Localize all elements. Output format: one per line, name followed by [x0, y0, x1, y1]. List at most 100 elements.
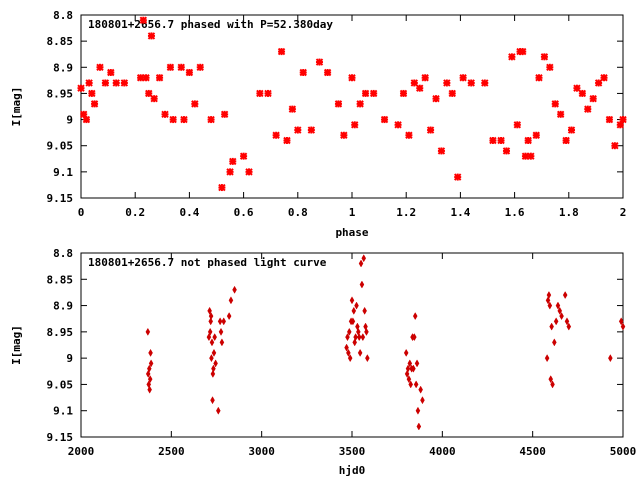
phased-data-point [340, 131, 348, 139]
unphased-data-point [226, 312, 232, 321]
phased-data-point [513, 121, 522, 129]
unphased-data-point [555, 301, 561, 310]
phased-data-point [508, 53, 516, 61]
phased-data-point [394, 121, 402, 129]
phased-data-point [169, 115, 177, 124]
phased-x-axis-label: phase [335, 226, 368, 239]
unphased-data-point [353, 333, 358, 342]
unphased-data-point [207, 327, 213, 336]
phased-x-tick-label: 0.6 [234, 206, 254, 219]
phased-data-point [196, 63, 204, 71]
unphased-data-point [418, 385, 423, 394]
unphased-data-point [208, 312, 214, 321]
phased-data-point [82, 115, 91, 124]
unphased-data-point [566, 322, 572, 331]
phased-y-tick-label: 8.9 [53, 61, 73, 74]
phased-data-point [489, 136, 497, 145]
unphased-data-point [549, 322, 554, 331]
unphased-data-point [211, 348, 217, 357]
unphased-data-point [352, 338, 357, 347]
unphased-data-point [562, 291, 568, 300]
unphased-data-point [406, 375, 412, 384]
unphased-data-point [359, 280, 365, 289]
phased-data-point [334, 100, 343, 108]
phased-data-point [399, 89, 408, 98]
phased-data-point [185, 68, 194, 77]
unphased-data-point [347, 354, 353, 363]
phased-data-point [619, 115, 627, 124]
phased-x-tick-label: 1.6 [505, 206, 525, 219]
unphased-y-tick-label: 8.8 [53, 247, 73, 260]
unphased-x-tick-label: 3000 [248, 445, 275, 458]
phased-y-tick-label: 9.1 [53, 166, 73, 179]
phased-data-point [361, 89, 370, 98]
unphased-data-point [411, 364, 416, 373]
unphased-data-point [351, 306, 357, 315]
phased-data-point [229, 157, 237, 166]
unphased-data-point [349, 296, 355, 305]
phased-data-point [145, 89, 153, 98]
unphased-data-point [216, 406, 221, 415]
unphased-x-tick-label: 3500 [339, 445, 366, 458]
phased-data-point [256, 89, 264, 98]
unphased-data-point [550, 380, 555, 389]
unphased-data-point [354, 301, 359, 310]
unphased-data-point [209, 338, 215, 347]
unphased-data-point [408, 380, 414, 389]
unphased-data-point [148, 348, 153, 357]
phased-data-point [497, 136, 505, 145]
phased-data-point [112, 79, 120, 87]
unphased-data-point [213, 359, 218, 368]
unphased-data-point [207, 306, 212, 315]
phased-data-point [532, 131, 540, 139]
phased-data-point [605, 115, 614, 124]
unphased-data-point [209, 354, 214, 363]
unphased-data-point [211, 364, 216, 373]
unphased-data-point [344, 343, 349, 352]
unphased-plot-frame [80, 252, 624, 438]
phased-x-tick-label: 0.8 [288, 206, 308, 219]
phased-data-point [594, 79, 603, 87]
phased-x-tick-label: 1.2 [396, 206, 416, 219]
phased-data-point [527, 152, 535, 160]
unphased-data-point [147, 385, 152, 394]
phased-y-tick-label: 9.05 [47, 140, 74, 153]
unphased-data-point [416, 422, 422, 431]
unphased-y-tick-label: 8.95 [47, 326, 74, 339]
phased-data-point [584, 105, 592, 113]
phased-x-tick-label: 0.4 [179, 206, 199, 219]
phased-data-point [150, 94, 158, 103]
unphased-data-point [364, 327, 369, 336]
unphased-data-point [217, 317, 223, 326]
phased-data-point [264, 89, 272, 98]
unphased-x-axis-label: hjd0 [339, 464, 366, 477]
phased-data-point [180, 115, 188, 124]
unphased-data-point [407, 359, 413, 368]
phased-data-point [540, 53, 549, 61]
phased-data-point [369, 89, 378, 98]
unphased-data-point [618, 317, 624, 326]
phased-data-point [467, 79, 475, 87]
unphased-y-tick-label: 9.05 [47, 378, 74, 391]
phased-data-point [546, 63, 554, 71]
unphased-y-tick-label: 8.85 [47, 273, 74, 286]
phased-x-tick-label: 0.2 [125, 206, 145, 219]
unphased-data-point [210, 369, 216, 378]
phased-data-point [307, 126, 316, 134]
phased-data-point [207, 115, 215, 124]
unphased-data-point [553, 317, 559, 326]
phased-y-tick-label: 8.95 [47, 87, 74, 100]
unphased-data-point [544, 354, 550, 363]
phased-y-tick-label: 8.8 [53, 9, 73, 22]
unphased-y-axis-label: I[mag] [10, 325, 23, 365]
unphased-y-tick-label: 8.9 [53, 300, 73, 313]
phased-data-point [567, 126, 576, 134]
phased-data-point [218, 183, 226, 192]
phased-data-point [226, 168, 234, 176]
unphased-data-point [548, 375, 554, 384]
unphased-y-tick-label: 9.15 [47, 431, 74, 444]
phased-data-point [410, 79, 419, 87]
phased-data-point [272, 131, 280, 139]
unphased-data-point [412, 333, 417, 342]
